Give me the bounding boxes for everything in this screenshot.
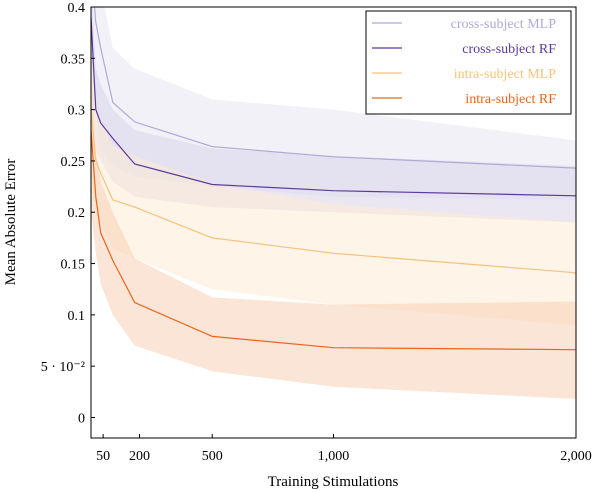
y-tick-label: 0.1	[68, 309, 86, 324]
y-axis-ticks: 0 5 · 10⁻² 0.1 0.15 0.2 0.25 0.3 0.35 0.4	[41, 1, 95, 426]
x-tick-label: 50	[96, 449, 110, 464]
y-axis-label: Mean Absolute Error	[3, 159, 19, 286]
series-lines	[91, 7, 576, 351]
legend-label-cross-subject-mlp: cross-subject MLP	[451, 17, 557, 32]
legend-label-cross-subject-rf: cross-subject RF	[462, 42, 556, 57]
x-tick-label: 200	[129, 449, 150, 464]
x-axis-ticks: 50 200 500 1,000 2,000	[96, 434, 592, 464]
legend-label-intra-subject-mlp: intra-subject MLP	[454, 67, 556, 82]
x-tick-label: 500	[202, 449, 223, 464]
x-axis-label: Training Stimulations	[268, 474, 399, 490]
legend-label-intra-subject-rf: intra-subject RF	[465, 92, 556, 107]
x-tick-label: 2,000	[560, 449, 592, 464]
cross-subject-mlp-line	[93, 7, 576, 169]
x-tick-label: 1,000	[318, 449, 350, 464]
intra-subject-mlp-line	[91, 109, 576, 274]
y-tick-label: 0	[78, 411, 85, 426]
legend-box	[365, 10, 572, 115]
y-tick-label: 5 · 10⁻²	[41, 360, 85, 375]
cross-subject-rf-line	[91, 17, 576, 197]
intra-subject-rf-line	[91, 130, 576, 351]
y-tick-label: 0.4	[68, 1, 86, 16]
legend: cross-subject MLP cross-subject RF intra-s…	[365, 10, 572, 115]
y-tick-label: 0.35	[61, 52, 86, 67]
intra-subject-rf-band	[91, 68, 576, 399]
y-tick-label: 0.2	[68, 206, 86, 221]
confidence-bands	[91, 7, 576, 399]
cross-subject-rf-band	[91, 7, 576, 223]
intra-subject-mlp-band	[91, 48, 576, 326]
y-tick-label: 0.15	[61, 258, 86, 273]
y-tick-label: 0.3	[68, 104, 86, 119]
y-tick-label: 0.25	[61, 155, 86, 170]
